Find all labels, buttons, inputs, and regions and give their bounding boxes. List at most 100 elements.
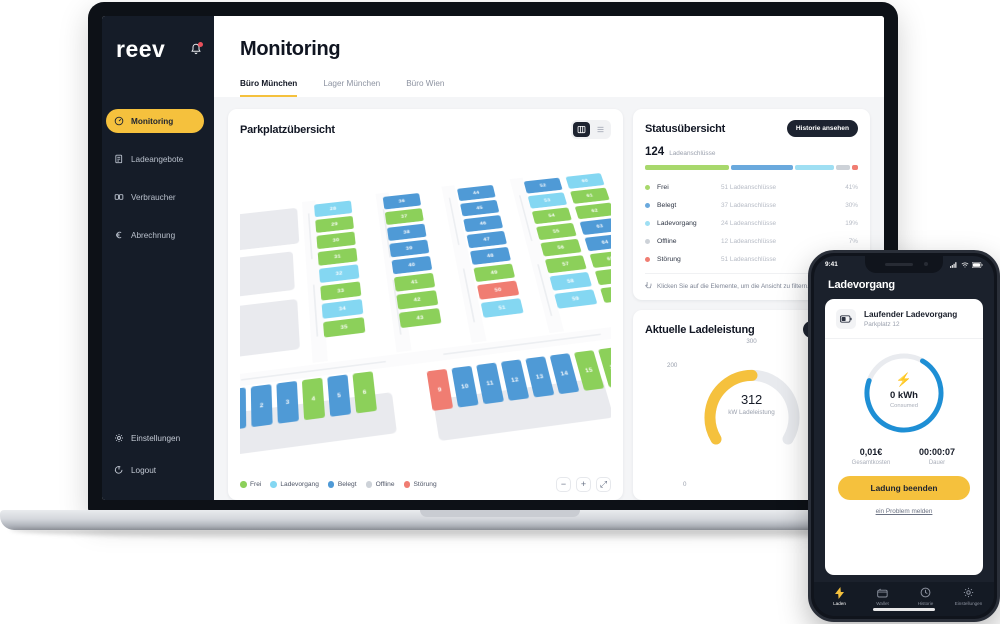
tab-buro-munchen[interactable]: Büro München (240, 79, 298, 97)
parking-spot[interactable]: 33 (319, 280, 361, 301)
parking-spot[interactable]: 16 (597, 346, 611, 388)
sidebar-item-ladeangebote[interactable]: Ladeangebote (106, 147, 204, 171)
stop-charging-button[interactable]: Ladung beenden (838, 476, 970, 500)
sidebar-item-einstellungen[interactable]: Einstellungen (106, 426, 204, 450)
phone-tab-historie[interactable]: Historie (904, 586, 947, 606)
parking-spot[interactable]: 29 (314, 215, 354, 233)
parking-spot[interactable]: 52 (523, 177, 563, 194)
parking-lot-diagram[interactable]: 28 29 30 31 32 33 34 35 36 37 38 39 40 41 42 43 44 45 46 47… (240, 170, 611, 472)
gear-icon (114, 433, 124, 443)
history-button[interactable]: Historie ansehen (786, 120, 858, 137)
parking-spot[interactable]: 58 (548, 271, 592, 291)
sidebar-label: Monitoring (131, 116, 174, 126)
list-view-icon[interactable] (592, 122, 609, 137)
sidebar-item-verbraucher[interactable]: Verbraucher (106, 185, 204, 209)
power-gauge (704, 369, 799, 445)
consumed-value: 0 kWh (890, 390, 918, 401)
fullscreen-button[interactable]: ⤢ (596, 477, 611, 492)
parking-spot[interactable]: 62 (574, 202, 611, 219)
status-row[interactable]: Frei 51 Ladeanschlüsse 41% (645, 178, 858, 196)
legend-item-belegt[interactable]: Belegt (327, 481, 357, 488)
consumption-ring-wrap: ⚡ 0 kWh Consumed (825, 347, 983, 439)
status-bar-segment[interactable] (794, 165, 834, 170)
phone-tab-wallet[interactable]: Wallet (861, 586, 904, 606)
parking-spot[interactable]: 35 (322, 316, 366, 338)
status-bar-segment[interactable] (851, 165, 858, 170)
map-view-icon[interactable] (573, 122, 590, 137)
parking-spot[interactable]: 31 (317, 247, 358, 266)
status-title: Statusübersicht (645, 122, 726, 135)
parking-spot[interactable]: 50 (476, 280, 519, 300)
parking-spot[interactable]: 63 (579, 217, 611, 235)
report-problem-link[interactable]: ein Problem melden (875, 508, 933, 515)
parking-spot[interactable]: 9 (426, 368, 453, 411)
parking-spot[interactable]: 6 (351, 370, 377, 414)
parking-spot[interactable]: 44 (456, 184, 496, 201)
sidebar-item-abrechnung[interactable]: Abrechnung (106, 223, 204, 247)
parking-spot[interactable]: 57 (544, 254, 587, 274)
parking-spot[interactable]: 66 (594, 266, 611, 285)
parking-spot[interactable]: 1 (240, 386, 246, 431)
parking-spot[interactable]: 54 (531, 206, 572, 224)
parking-spot[interactable]: 55 (535, 222, 577, 240)
parking-spot[interactable]: 11 (475, 362, 504, 404)
parking-spot[interactable]: 32 (318, 263, 360, 283)
parking-spot[interactable]: 5 (326, 373, 351, 417)
laptop-screen: reev (102, 16, 884, 500)
parking-spot[interactable]: 49 (472, 262, 515, 282)
parking-spot[interactable]: 43 (398, 307, 442, 328)
parking-spot[interactable]: 61 (569, 187, 610, 204)
status-hint-text: Klicken Sie auf die Elemente, um die Ans… (657, 282, 809, 290)
session-stats: 0,01€ Gesamtkosten 00:00:07 Dauer (825, 439, 983, 466)
parking-spot[interactable]: 65 (589, 249, 611, 268)
parking-spot[interactable]: 51 (480, 297, 524, 318)
status-icons (950, 261, 983, 268)
sidebar-item-monitoring[interactable]: Monitoring (106, 109, 204, 133)
phone-status-bar: 9:41 (814, 256, 994, 273)
parking-spot[interactable]: 28 (313, 200, 352, 217)
status-row[interactable]: Belegt 37 Ladeanschlüsse 30% (645, 196, 858, 214)
legend-item-ladevorgang[interactable]: Ladevorgang (270, 481, 319, 488)
zoom-out-button[interactable]: − (556, 477, 571, 492)
parking-spot[interactable]: 2 (250, 383, 273, 427)
status-bar-segment[interactable] (731, 165, 793, 170)
phone-tab-einstellungen[interactable]: Einstellungen (947, 586, 990, 606)
parking-spot[interactable]: 64 (583, 233, 611, 251)
status-row[interactable]: Offline 12 Ladeanschlüsse 7% (645, 232, 858, 250)
parking-spot[interactable]: 47 (466, 230, 507, 248)
parking-spot[interactable]: 67 (599, 283, 611, 303)
parking-spot[interactable]: 56 (539, 238, 582, 257)
laptop-base (0, 510, 1000, 546)
parking-spot[interactable]: 45 (459, 199, 499, 217)
parking-spot[interactable]: 48 (469, 246, 511, 265)
tab-lager-munchen[interactable]: Lager München (323, 79, 381, 88)
parking-spot[interactable]: 59 (553, 288, 598, 309)
gauge-tick-200: 200 (667, 362, 678, 369)
parking-spot[interactable]: 30 (315, 231, 356, 249)
status-percent: 30% (845, 201, 858, 209)
parking-spot[interactable]: 4 (301, 377, 325, 420)
parking-spot[interactable]: 3 (275, 380, 299, 424)
bell-icon[interactable] (190, 42, 203, 56)
sidebar-item-logout[interactable]: Logout (106, 458, 204, 482)
zoom-in-button[interactable]: + (576, 477, 591, 492)
tab-buro-wien[interactable]: Büro Wien (406, 79, 445, 88)
phone-tab-laden[interactable]: Laden (818, 586, 861, 606)
connector-total: 124 Ladeanschlüsse (645, 146, 858, 158)
parking-spot[interactable]: 46 (462, 214, 503, 232)
parking-spot[interactable]: 60 (564, 172, 605, 189)
legend-item-stoerung[interactable]: Störung (403, 481, 437, 488)
status-label: Offline (657, 237, 677, 245)
gauge-min-label: 0 (683, 481, 687, 488)
phone-device: 9:41 Ladevorgang (808, 250, 1000, 622)
charging-session-card: Laufender Ladevorgang Parkplatz 12 ⚡ 0 k… (825, 299, 983, 575)
status-row[interactable]: Ladevorgang 24 Ladeanschlüsse 19% (645, 214, 858, 232)
map-body[interactable]: 28 29 30 31 32 33 34 35 36 37 38 39 40 41 42 43 44 45 46 47… (240, 143, 611, 472)
parking-spot[interactable]: 53 (527, 191, 567, 209)
legend-item-frei[interactable]: Frei (240, 481, 261, 488)
map-footer: Frei Ladevorgang Belegt Offline Störung … (240, 472, 611, 492)
status-bar-segment[interactable] (835, 165, 850, 170)
status-bar-segment[interactable] (645, 165, 730, 170)
legend-item-offline[interactable]: Offline (365, 481, 395, 488)
parking-spot[interactable]: 34 (321, 298, 363, 319)
